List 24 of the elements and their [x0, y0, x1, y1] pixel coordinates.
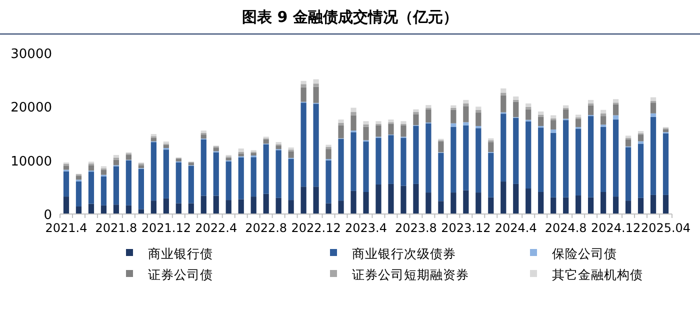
- x-tick-label: 2024.4: [494, 221, 537, 235]
- legend-label: 保险公司债: [552, 246, 617, 261]
- y-tick-label: 0: [44, 208, 52, 223]
- x-tick-label: 2023.8: [394, 221, 437, 235]
- x-tick-label: 2024.12: [590, 221, 641, 235]
- legend-label: 证券公司短期融资券: [352, 267, 469, 282]
- legend-label: 证券公司债: [148, 267, 213, 282]
- legend-label: 商业银行次级债券: [352, 246, 456, 261]
- y-tick-label: 20000: [10, 100, 52, 116]
- x-tick-label: 2022.4: [195, 221, 238, 235]
- x-tick-label: 2021.8: [95, 221, 138, 235]
- y-tick-label: 30000: [10, 47, 52, 62]
- x-tick-label: 2022.12: [291, 221, 341, 235]
- x-tick-label: 2022.8: [245, 221, 288, 235]
- legend-label: 商业银行债: [148, 246, 213, 261]
- x-tick-label: 2023.12: [441, 221, 491, 235]
- legend-label: 其它金融机构债: [552, 267, 643, 282]
- x-tick-label: 2023.4: [345, 221, 387, 235]
- chart-title: 图表 9 金融债成交情况（亿元）: [242, 8, 458, 26]
- x-tick-label: 2021.12: [141, 221, 191, 235]
- x-tick-label: 2025.04: [640, 221, 691, 235]
- y-tick-label: 10000: [10, 154, 52, 170]
- x-tick-label: 2024.8: [544, 221, 587, 235]
- x-tick-label: 2021.4: [45, 221, 88, 235]
